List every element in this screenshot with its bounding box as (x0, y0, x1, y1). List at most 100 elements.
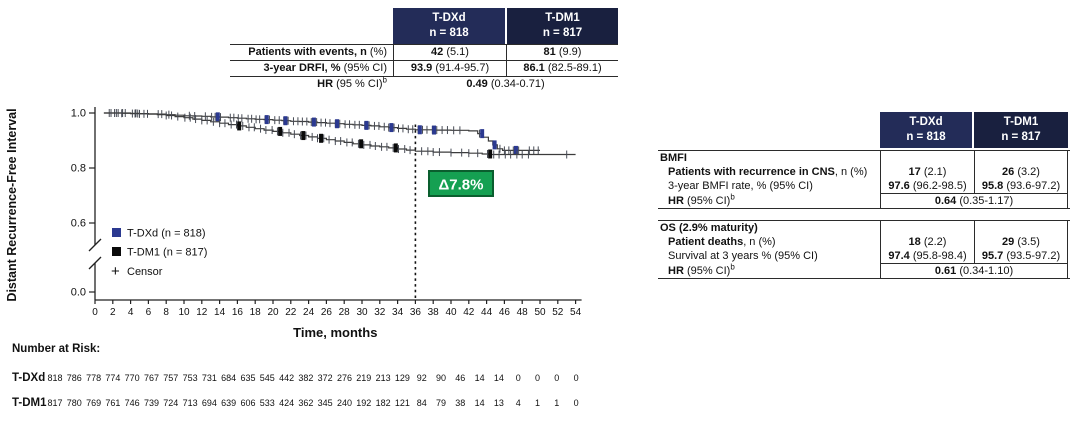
deaths-tdxd-value: 18 (2.2) (880, 234, 974, 249)
svg-text:182: 182 (376, 398, 391, 408)
tdxd-header-n: n = 818 (429, 26, 469, 39)
svg-text:345: 345 (318, 398, 333, 408)
svg-text:0: 0 (574, 373, 579, 383)
bmfi-section: BMFI Patients with recurrence in CNS, n … (658, 149, 1070, 209)
svg-text:36: 36 (410, 307, 422, 318)
bmfi-os-table-header: T-DXd n = 818 T-DM1 n = 817 (658, 112, 1070, 148)
svg-text:32: 32 (374, 307, 386, 318)
svg-text:4: 4 (516, 398, 521, 408)
svg-text:48: 48 (517, 307, 529, 318)
svg-text:90: 90 (436, 373, 446, 383)
svg-text:12: 12 (196, 307, 208, 318)
svg-text:739: 739 (144, 398, 159, 408)
svg-text:16: 16 (232, 307, 244, 318)
row-label-bmfi-hr: HR (95% CI)b (668, 192, 735, 207)
tdm1-legend-marker-icon (112, 247, 121, 256)
bmfi-section-title: BMFI (660, 151, 687, 164)
svg-text:40: 40 (445, 307, 457, 318)
tdxd-legend-marker-icon (112, 228, 121, 237)
os-section: OS (2.9% maturity) Patient deaths, n (%)… (658, 219, 1070, 279)
svg-text:14: 14 (475, 373, 485, 383)
svg-text:1: 1 (554, 398, 559, 408)
os-hr-value: 0.61 (0.34-1.10) (880, 263, 1068, 278)
svg-text:38: 38 (455, 398, 465, 408)
row-label-3year-bmfi: 3-year BMFI rate, % (95% CI) (668, 179, 813, 192)
svg-text:0: 0 (554, 373, 559, 383)
cns-tdm1-value: 26 (3.2) (974, 164, 1068, 179)
km-curve-tdxd (103, 112, 540, 151)
svg-text:0: 0 (516, 373, 521, 383)
x-axis-title: Time, months (293, 325, 377, 340)
svg-text:10: 10 (178, 307, 190, 318)
row-label-survival-3years: Survival at 3 years % (95% CI) (668, 249, 818, 262)
svg-text:0: 0 (574, 398, 579, 408)
svg-text:724: 724 (163, 398, 178, 408)
row-label-3year-drfi: 3-year DRFI, % (95% CI) (230, 59, 393, 76)
svg-text:731: 731 (202, 373, 217, 383)
svg-text:92: 92 (417, 373, 427, 383)
axis-break-icon (88, 256, 102, 270)
events-tdxd-value: 42 (5.1) (393, 43, 507, 60)
svg-text:26: 26 (321, 307, 333, 318)
svg-text:442: 442 (279, 373, 294, 383)
svg-text:786: 786 (67, 373, 82, 383)
legend-label-tdm1: T-DM1 (n = 817) (127, 247, 207, 259)
legend-label-tdxd: T-DXd (n = 818) (127, 228, 206, 240)
svg-text:34: 34 (392, 307, 404, 318)
svg-text:6: 6 (146, 307, 152, 318)
y-tick-label: 0.8 (71, 163, 86, 175)
svg-text:24: 24 (303, 307, 315, 318)
os-section-title: OS (2.9% maturity) (660, 221, 758, 234)
svg-text:46: 46 (499, 307, 511, 318)
svg-text:129: 129 (395, 373, 410, 383)
svg-text:694: 694 (202, 398, 217, 408)
row-label-os-hr: HR (95% CI)b (668, 262, 735, 277)
svg-text:545: 545 (260, 373, 275, 383)
svg-text:713: 713 (183, 398, 198, 408)
svg-text:18: 18 (250, 307, 262, 318)
tdm1-header-label: T-DM1 (545, 12, 580, 24)
svg-text:42: 42 (463, 307, 475, 318)
svg-text:84: 84 (417, 398, 427, 408)
drfi-summary-table: T-DXd n = 818 T-DM1 n = 817 Patients wit… (230, 8, 618, 92)
legend: T-DXd (n = 818) T-DM1 (n = 817) + Censor (111, 228, 207, 281)
svg-text:46: 46 (455, 373, 465, 383)
delta-annotation: Δ7.8% (428, 170, 494, 197)
bmfi-tdm1-value: 95.8 (93.6-97.2) (974, 178, 1068, 194)
survival-tdm1-value: 95.7 (93.5-97.2) (974, 248, 1068, 264)
row-label-hr: HR (95 % CI)b (230, 75, 393, 92)
svg-text:0: 0 (535, 373, 540, 383)
svg-text:79: 79 (436, 398, 446, 408)
cns-tdxd-value: 17 (2.1) (880, 164, 974, 179)
row-label-patient-deaths: Patient deaths, n (%) (668, 235, 776, 248)
svg-text:382: 382 (298, 373, 313, 383)
number-at-risk-row-t-dxd: T-DXd 818 786 778 774 770 767 757 753 731 684 635 54… (12, 372, 579, 384)
svg-text:213: 213 (376, 373, 391, 383)
censor-marks-tdxd (108, 109, 539, 155)
svg-text:20: 20 (267, 307, 279, 318)
svg-text:362: 362 (298, 398, 313, 408)
svg-text:Δ7.8%: Δ7.8% (439, 177, 484, 194)
svg-text:533: 533 (260, 398, 275, 408)
axes (88, 107, 582, 304)
svg-text:13: 13 (494, 398, 504, 408)
svg-text:38: 38 (428, 307, 440, 318)
drfi-tdm1-value: 86.1 (82.5-89.1) (507, 59, 618, 76)
svg-text:219: 219 (356, 373, 371, 383)
row-label-cns-recurrence: Patients with recurrence in CNS, n (%) (668, 165, 868, 178)
svg-text:769: 769 (86, 398, 101, 408)
svg-text:767: 767 (144, 373, 159, 383)
svg-text:50: 50 (534, 307, 546, 318)
hr-value: 0.49 (0.34-0.71) (393, 75, 618, 92)
svg-text:8: 8 (163, 307, 169, 318)
svg-text:240: 240 (337, 398, 352, 408)
number-at-risk-title: Number at Risk: (12, 343, 100, 355)
svg-text:684: 684 (221, 373, 236, 383)
svg-text:635: 635 (240, 373, 255, 383)
svg-text:0: 0 (92, 307, 98, 318)
tdm1-header-n: n = 817 (542, 26, 583, 39)
svg-text:121: 121 (395, 398, 410, 408)
row-label-patients-with-events: Patients with events, n (%) (230, 43, 393, 60)
column-header-tdxd-right: T-DXd n = 818 (880, 112, 972, 148)
